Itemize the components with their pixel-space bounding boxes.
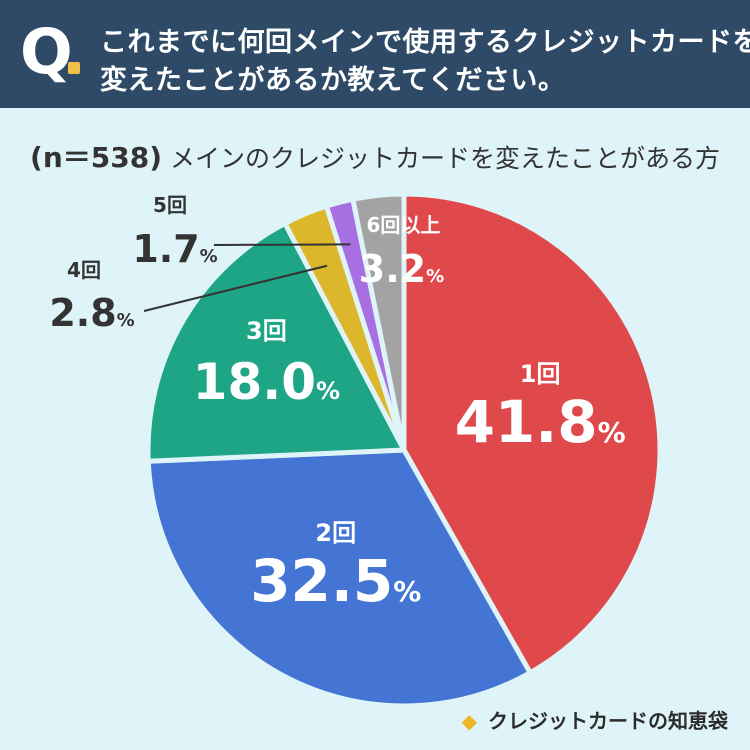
label-slice-4: 4回 [67, 258, 101, 282]
value-slice-4: 2.8% [49, 291, 134, 335]
q-dot-icon [68, 62, 80, 74]
q-mark: Q [20, 15, 73, 88]
label-slice-5: 5回 [153, 193, 187, 217]
label-slice-1: 1回 [520, 360, 561, 388]
value-slice-2-percent-sign: % [393, 575, 421, 608]
pie-slice-2 [145, 447, 533, 709]
question-line-2: 変えたことがあるか教えてください。 [100, 65, 566, 96]
value-slice-2: 32.5% [250, 547, 421, 615]
question-header: Q これまでに何回メインで使用するクレジットカードを 変えたことがあるか教えてく… [0, 0, 750, 108]
label-slice-6: 6回以上 [366, 213, 440, 237]
chart-subtitle: (n＝538) メインのクレジットカードを変えたことがある方 [0, 136, 750, 176]
leader-line-slice-4 [143, 264, 328, 312]
label-slice-3: 3回 [246, 317, 287, 345]
label-slice-2: 2回 [315, 519, 356, 547]
value-slice-5-percent-sign: % [200, 246, 218, 267]
value-slice-3-percent-sign: % [316, 377, 340, 405]
value-slice-5: 1.7% [132, 227, 217, 271]
pie-slice-3 [145, 220, 407, 464]
question-line-1: これまでに何回メインで使用するクレジットカードを [100, 27, 750, 58]
pie-slice-1 [401, 191, 663, 676]
leader-line-slice-5 [213, 243, 351, 246]
subtitle-text: メインのクレジットカードを変えたことがある方 [169, 144, 720, 173]
sample-size: (n＝538) [30, 141, 162, 174]
pie-slice-6 [350, 191, 407, 453]
brand-logo: ◆ クレジットカードの知恵袋 [462, 705, 728, 734]
value-slice-6-percent-sign: % [426, 266, 444, 287]
value-slice-4-percent-sign: % [117, 310, 135, 331]
value-slice-1-percent-sign: % [598, 416, 626, 449]
lightbulb-diamond-icon: ◆ [461, 709, 478, 733]
brand-text: クレジットカードの知恵袋 [488, 709, 728, 733]
value-slice-3: 18.0% [193, 353, 340, 411]
value-slice-1: 41.8% [455, 388, 626, 456]
